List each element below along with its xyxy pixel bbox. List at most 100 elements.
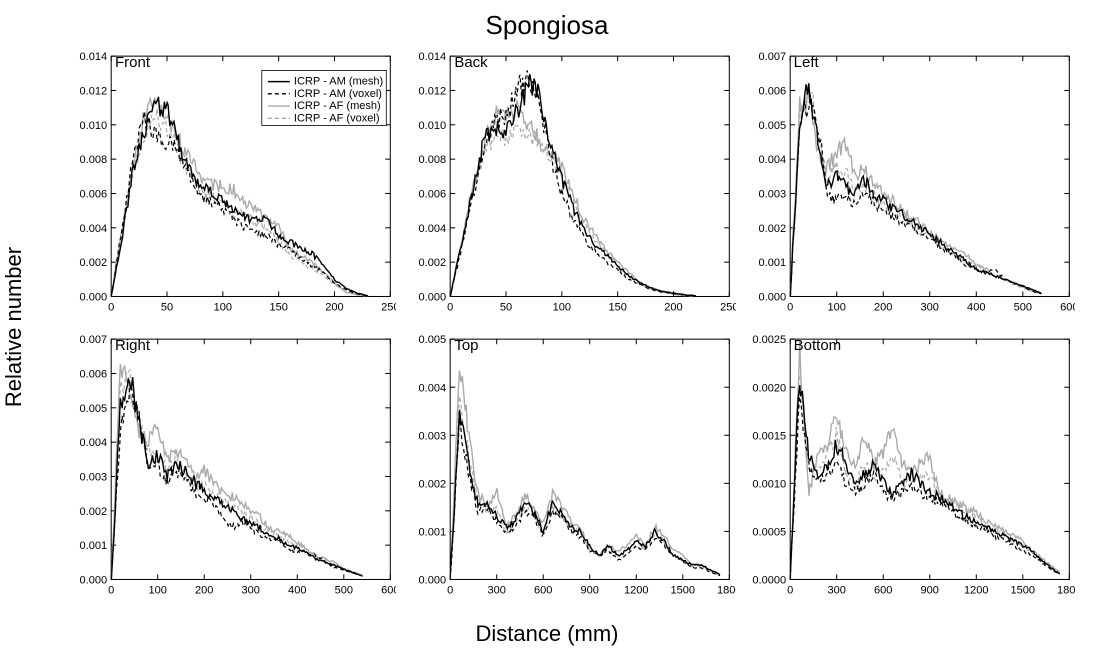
- svg-text:50: 50: [500, 302, 512, 314]
- series-am_mesh: [111, 377, 362, 579]
- svg-text:0.005: 0.005: [80, 403, 108, 415]
- panel-left: 01002003004005006000.0000.0010.0020.0030…: [744, 48, 1075, 325]
- svg-text:0.0010: 0.0010: [752, 478, 786, 490]
- svg-text:500: 500: [335, 585, 353, 597]
- series-am_voxel: [451, 70, 696, 296]
- svg-text:0: 0: [787, 585, 793, 597]
- svg-text:0.006: 0.006: [80, 368, 108, 380]
- series-af_mesh: [790, 340, 1060, 580]
- panel-top: 03006009001200150018000.0000.0010.0020.0…: [404, 331, 735, 608]
- svg-text:0.004: 0.004: [419, 382, 447, 394]
- svg-text:0: 0: [787, 302, 793, 314]
- x-axis-label: Distance (mm): [0, 621, 1094, 647]
- svg-text:0.010: 0.010: [419, 120, 447, 132]
- svg-text:900: 900: [920, 585, 938, 597]
- series-am_voxel: [111, 386, 362, 579]
- svg-text:1500: 1500: [671, 585, 696, 597]
- series-am_mesh: [790, 385, 1060, 579]
- svg-text:0.008: 0.008: [80, 154, 108, 166]
- panel-title-back: Back: [454, 54, 487, 71]
- svg-text:0.002: 0.002: [80, 257, 108, 269]
- svg-text:0.0005: 0.0005: [752, 526, 786, 538]
- svg-text:ICRP - AM (voxel): ICRP - AM (voxel): [294, 88, 382, 100]
- svg-text:400: 400: [288, 585, 306, 597]
- svg-text:0.004: 0.004: [80, 437, 108, 449]
- svg-text:1800: 1800: [717, 585, 735, 597]
- svg-text:1800: 1800: [1057, 585, 1075, 597]
- svg-text:0.002: 0.002: [758, 223, 786, 235]
- svg-text:1200: 1200: [624, 585, 649, 597]
- series-af_voxel: [111, 370, 362, 579]
- panel-right: 01002003004005006000.0000.0010.0020.0030…: [65, 331, 396, 608]
- svg-text:0.012: 0.012: [80, 85, 108, 97]
- panel-title-left: Left: [794, 54, 819, 71]
- svg-text:300: 300: [920, 302, 938, 314]
- svg-text:0.0020: 0.0020: [752, 382, 786, 394]
- svg-text:150: 150: [609, 302, 627, 314]
- svg-text:300: 300: [242, 585, 260, 597]
- svg-text:ICRP - AF (mesh): ICRP - AF (mesh): [294, 100, 381, 112]
- svg-text:0.003: 0.003: [419, 430, 447, 442]
- svg-text:600: 600: [381, 585, 396, 597]
- svg-text:200: 200: [195, 585, 213, 597]
- svg-text:200: 200: [874, 302, 892, 314]
- svg-text:0.014: 0.014: [80, 51, 108, 63]
- svg-text:0.006: 0.006: [80, 188, 108, 200]
- svg-text:0.001: 0.001: [80, 540, 108, 552]
- svg-text:100: 100: [827, 302, 845, 314]
- svg-text:0.005: 0.005: [758, 120, 786, 132]
- series-af_mesh: [451, 101, 696, 296]
- series-am_mesh: [450, 410, 720, 580]
- svg-text:300: 300: [827, 585, 845, 597]
- svg-text:ICRP - AM (mesh): ICRP - AM (mesh): [294, 76, 384, 88]
- svg-text:0.007: 0.007: [80, 334, 108, 346]
- series-af_voxel: [450, 124, 696, 296]
- svg-text:0.008: 0.008: [419, 154, 447, 166]
- svg-text:0.010: 0.010: [80, 120, 108, 132]
- panel-title-right: Right: [115, 337, 150, 354]
- svg-text:0.005: 0.005: [419, 334, 447, 346]
- svg-text:0.001: 0.001: [758, 257, 786, 269]
- svg-text:500: 500: [1013, 302, 1031, 314]
- svg-text:0.002: 0.002: [419, 257, 447, 269]
- panel-front: 0501001502002500.0000.0020.0040.0060.008…: [65, 48, 396, 325]
- series-am_voxel: [450, 418, 720, 579]
- svg-text:0.002: 0.002: [419, 478, 447, 490]
- panel-title-front: Front: [115, 54, 150, 71]
- svg-text:0.002: 0.002: [80, 506, 108, 518]
- series-af_mesh: [451, 371, 721, 580]
- svg-text:1500: 1500: [1010, 585, 1035, 597]
- svg-text:250: 250: [381, 302, 396, 314]
- svg-text:0: 0: [447, 302, 453, 314]
- svg-text:0.003: 0.003: [758, 188, 786, 200]
- panel-title-bottom: Bottom: [794, 337, 842, 354]
- svg-text:0.000: 0.000: [419, 291, 447, 303]
- spongiosa-figure: Spongiosa Relative number Distance (mm) …: [0, 0, 1094, 653]
- svg-text:400: 400: [967, 302, 985, 314]
- svg-text:ICRP - AF (voxel): ICRP - AF (voxel): [294, 112, 380, 124]
- svg-text:900: 900: [581, 585, 599, 597]
- svg-text:0.004: 0.004: [80, 223, 108, 235]
- series-am_mesh: [790, 83, 1041, 296]
- svg-text:100: 100: [214, 302, 232, 314]
- svg-text:150: 150: [269, 302, 287, 314]
- panel-back: 0501001502002500.0000.0020.0040.0060.008…: [404, 48, 735, 325]
- svg-text:0.007: 0.007: [758, 51, 786, 63]
- svg-text:0.004: 0.004: [419, 223, 447, 235]
- svg-text:0.001: 0.001: [419, 526, 447, 538]
- legend: ICRP - AM (mesh)ICRP - AM (voxel)ICRP - …: [262, 70, 386, 125]
- svg-text:600: 600: [534, 585, 552, 597]
- svg-text:0.014: 0.014: [419, 51, 447, 63]
- svg-text:100: 100: [553, 302, 571, 314]
- svg-text:0.004: 0.004: [758, 154, 786, 166]
- svg-text:50: 50: [161, 302, 173, 314]
- svg-text:0: 0: [108, 585, 114, 597]
- series-am_voxel: [111, 111, 368, 296]
- svg-text:0.006: 0.006: [419, 188, 447, 200]
- svg-text:0: 0: [108, 302, 114, 314]
- series-af_voxel: [790, 86, 1041, 296]
- svg-text:0.000: 0.000: [80, 291, 108, 303]
- svg-text:100: 100: [148, 585, 166, 597]
- series-af_voxel: [111, 109, 368, 297]
- series-am_voxel: [790, 95, 1041, 297]
